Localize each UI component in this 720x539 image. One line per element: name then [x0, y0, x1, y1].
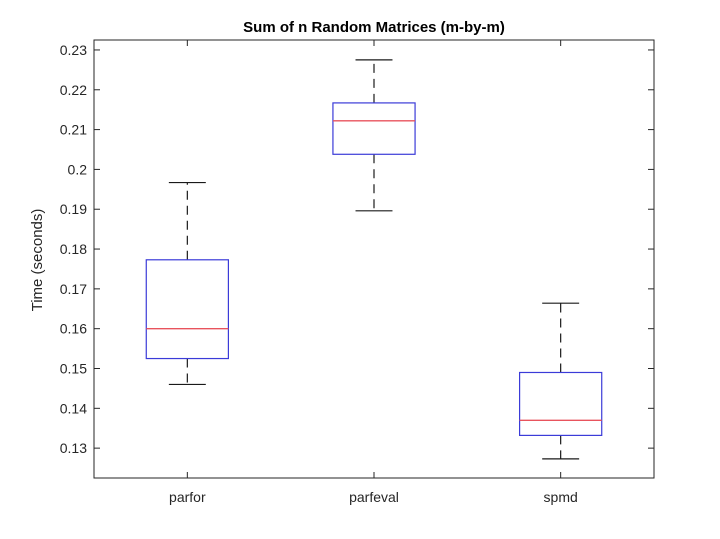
box-iqr	[518, 371, 603, 436]
y-axis-title: Time (seconds)	[29, 209, 46, 312]
box-series	[145, 59, 603, 460]
y-tick-label: 0.17	[60, 281, 87, 297]
x-tick-label: spmd	[544, 489, 578, 505]
chart-title: Sum of n Random Matrices (m-by-m)	[243, 19, 505, 36]
box-parfor	[145, 181, 229, 386]
x-tick-label: parfor	[169, 489, 206, 505]
y-axis-ticks: 0.13 0.14 0.15 0.16 0.17 0.18 0.19 0.2 0.21 0.22 0…	[60, 42, 654, 456]
y-tick-label: 0.16	[60, 321, 87, 337]
box-iqr	[332, 102, 416, 155]
y-tick-label: 0.2	[68, 161, 88, 177]
y-tick-label: 0.13	[60, 440, 87, 456]
box-iqr	[145, 259, 229, 360]
y-tick-label: 0.15	[60, 361, 87, 377]
y-tick-label: 0.22	[60, 82, 87, 98]
x-axis-ticks: parfor parfeval spmd	[169, 40, 578, 505]
y-tick-label: 0.23	[60, 42, 87, 58]
y-tick-label: 0.14	[60, 400, 87, 416]
y-tick-label: 0.21	[60, 122, 87, 138]
box-spmd	[518, 302, 603, 460]
plot-area-frame	[93, 39, 655, 479]
y-tick-label: 0.19	[60, 201, 87, 217]
box-parfeval	[332, 59, 416, 212]
y-tick-label: 0.18	[60, 241, 87, 257]
x-tick-label: parfeval	[349, 489, 399, 505]
